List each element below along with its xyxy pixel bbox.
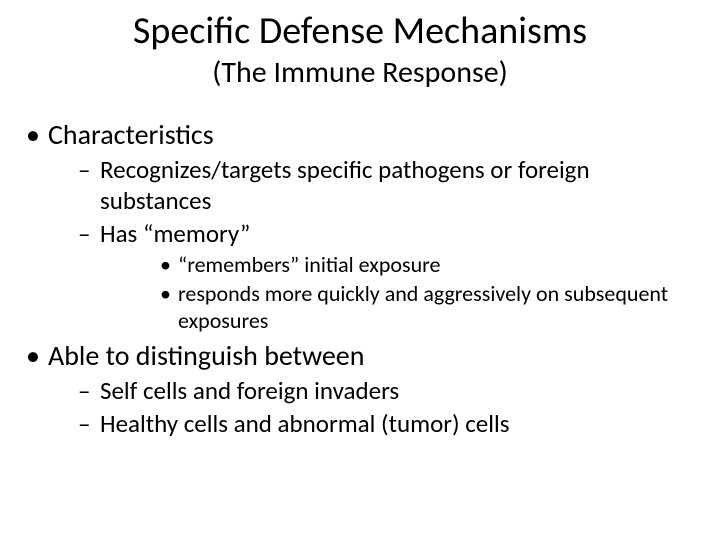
slide-subtitle: (The Immune Response) (20, 54, 700, 91)
bullet-text: Healthy cells and abnormal (tumor) cells (100, 408, 510, 439)
list-item: Able to distinguish between Self cells a… (20, 338, 700, 439)
bullet-text: Self cells and foreign invaders (100, 375, 399, 406)
list-item: Healthy cells and abnormal (tumor) cells (48, 408, 700, 439)
list-item: Self cells and foreign invaders (48, 375, 700, 406)
bullet-list-lvl2: Self cells and foreign invaders Healthy … (48, 375, 700, 439)
list-item: “remembers” initial exposure (100, 251, 700, 278)
bullet-text: Recognizes/targets specific pathogens or… (100, 154, 590, 216)
bullet-text: “remembers” initial exposure (178, 251, 440, 278)
list-item: Recognizes/targets specific pathogens or… (48, 154, 700, 216)
list-item: Has “memory” “remembers” initial exposur… (48, 218, 700, 334)
list-item: responds more quickly and aggressively o… (100, 280, 700, 334)
bullet-text: responds more quickly and aggressively o… (178, 280, 668, 334)
bullet-text: Has “memory” (100, 218, 250, 249)
slide-title: Specific Defense Mechanisms (20, 8, 700, 54)
bullet-list-lvl3: “remembers” initial exposure responds mo… (100, 251, 700, 334)
bullet-text: Characteristics (48, 117, 214, 152)
list-item: Characteristics Recognizes/targets speci… (20, 117, 700, 334)
bullet-list-lvl2: Recognizes/targets specific pathogens or… (48, 154, 700, 334)
bullet-text: Able to distinguish between (48, 338, 364, 373)
bullet-list-lvl1: Characteristics Recognizes/targets speci… (20, 117, 700, 439)
